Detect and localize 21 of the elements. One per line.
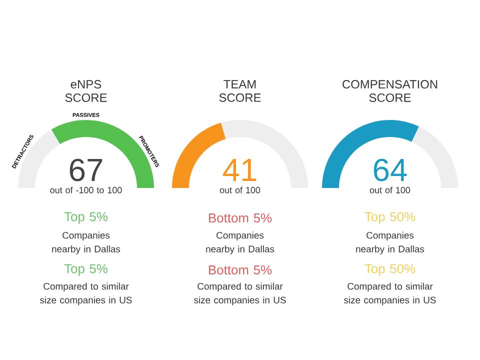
chart-title: eNPS SCORE [65, 80, 107, 102]
text: out of 100 [220, 186, 260, 194]
text: Companies nearby in Dallas [356, 232, 424, 254]
text: Top 50% [364, 212, 416, 224]
text: Top 5% [64, 264, 108, 276]
chart-title: TEAM SCORE [219, 80, 261, 102]
text: Top 5% [64, 212, 108, 224]
text: Compared to similar size companies in US [194, 282, 286, 306]
chart-title: COMPENSATION SCORE [342, 80, 438, 102]
text: out of -100 to 100 [50, 186, 122, 194]
text: 41 [223, 159, 256, 181]
text: out of 100 [370, 186, 410, 194]
text: Bottom 5% [209, 265, 272, 275]
text: Companies nearby in Dallas [52, 232, 120, 254]
text: Companies nearby in Dallas [206, 232, 274, 254]
text: Top 50% [364, 264, 416, 276]
text: Compared to similar size companies in US [40, 282, 132, 306]
text: 64 [374, 158, 407, 182]
text: Bottom 5% [209, 213, 272, 223]
text: 67 [70, 158, 102, 182]
text: Compared to similar size companies in US [344, 282, 436, 306]
